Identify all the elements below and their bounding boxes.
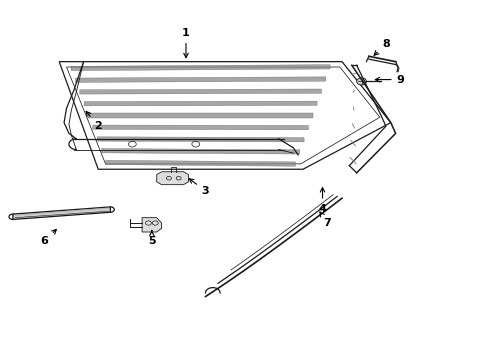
Text: 5: 5 <box>148 230 155 246</box>
Text: 2: 2 <box>86 111 102 131</box>
Polygon shape <box>88 113 312 118</box>
Text: 8: 8 <box>373 39 389 55</box>
Text: 1: 1 <box>182 28 189 58</box>
Polygon shape <box>142 218 161 232</box>
Polygon shape <box>13 207 110 220</box>
Text: 6: 6 <box>41 229 56 246</box>
Circle shape <box>356 78 366 85</box>
Polygon shape <box>101 149 299 154</box>
Polygon shape <box>93 125 308 130</box>
Text: 3: 3 <box>189 179 209 196</box>
Polygon shape <box>157 172 188 185</box>
Polygon shape <box>84 101 316 106</box>
Polygon shape <box>105 160 295 166</box>
Polygon shape <box>75 77 325 82</box>
Text: 4: 4 <box>318 188 326 214</box>
Text: 9: 9 <box>374 75 404 85</box>
Text: 7: 7 <box>319 212 330 228</box>
Polygon shape <box>80 89 321 94</box>
Polygon shape <box>71 65 329 71</box>
Polygon shape <box>97 137 304 142</box>
